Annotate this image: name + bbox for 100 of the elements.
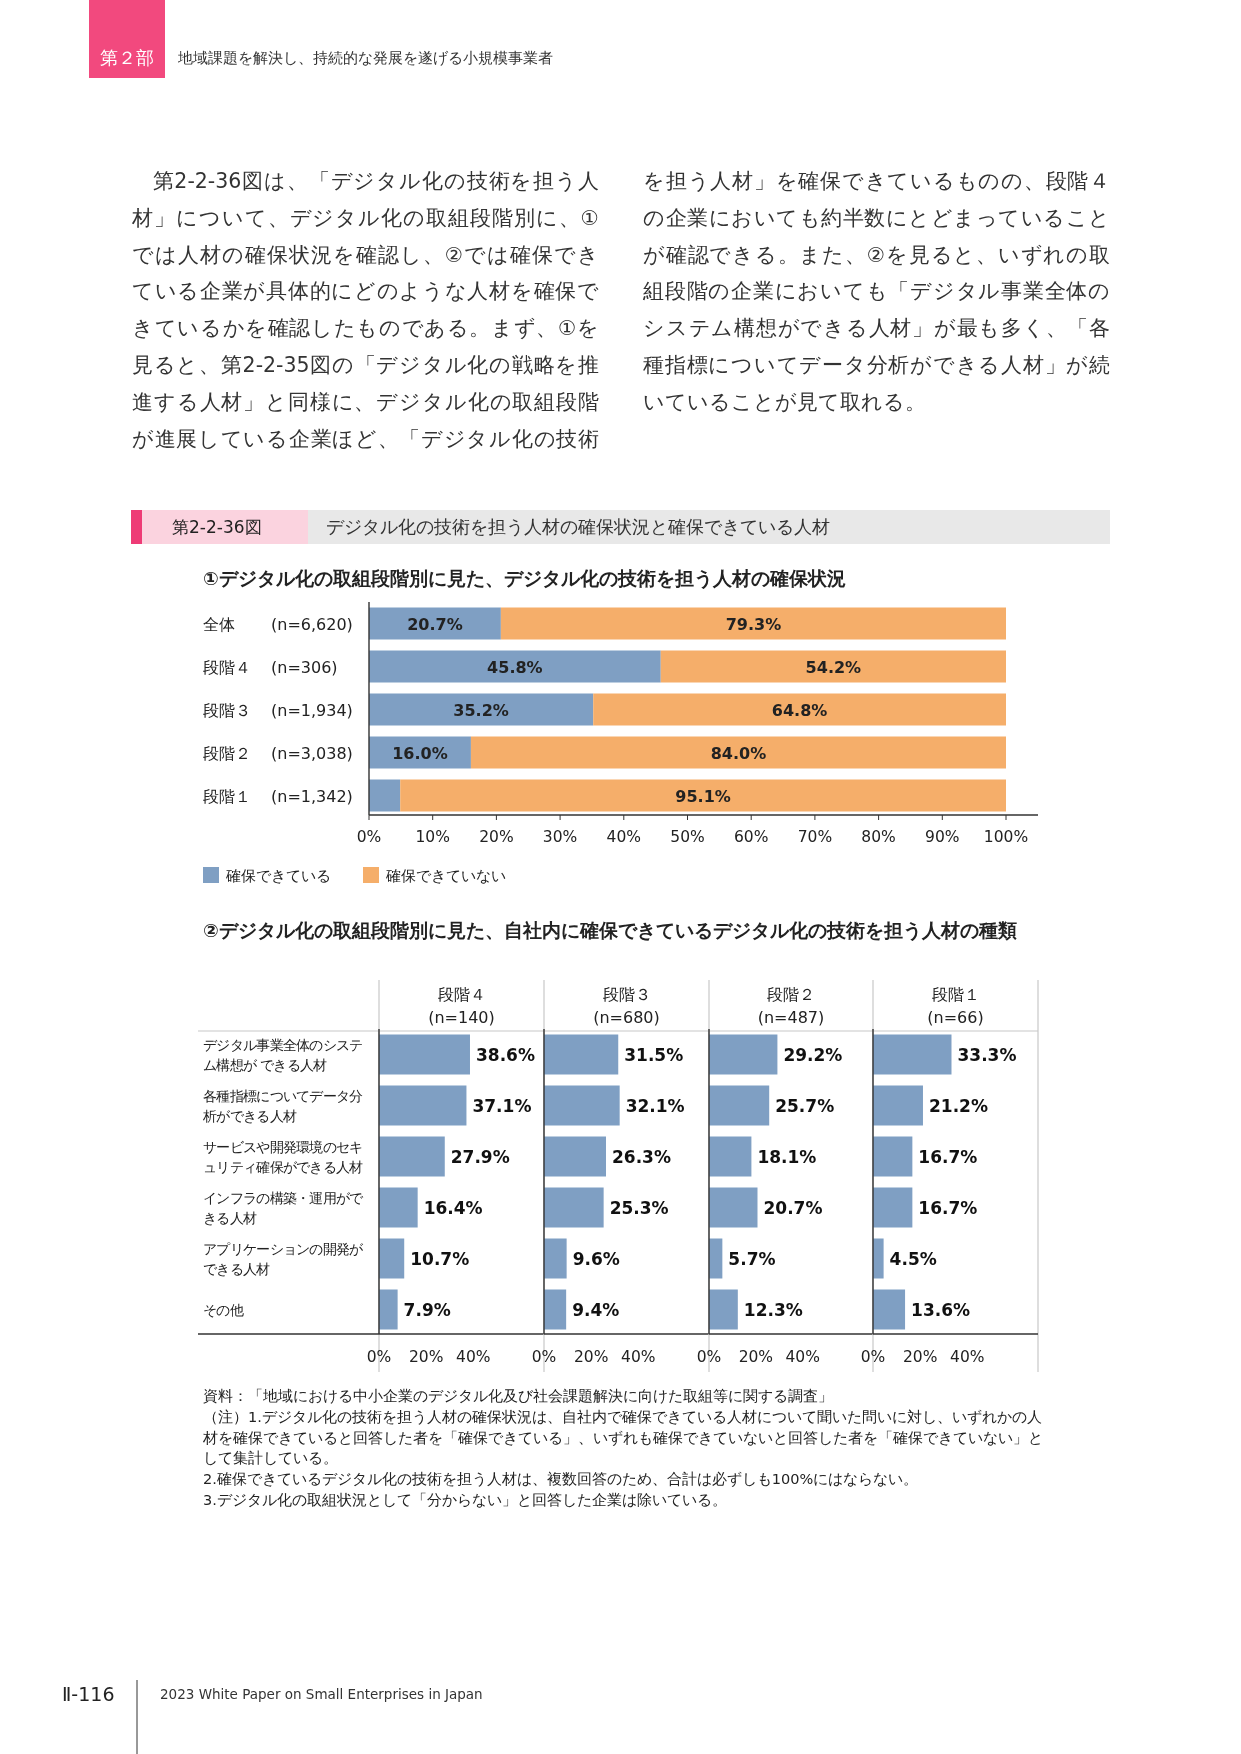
x-tick-label: 0%	[356, 828, 382, 846]
data-label: 64.8%	[771, 700, 828, 720]
data-label: 16.7%	[918, 1197, 978, 1218]
x-tick-label: 40%	[606, 828, 642, 846]
data-label: 12.3%	[743, 1299, 803, 1320]
category-label: 全体 (n=6,620)	[203, 614, 353, 634]
bar	[379, 1238, 405, 1279]
text: 2023 White Paper on Small Enterprises in Japan	[160, 1686, 483, 1702]
bar	[369, 650, 661, 683]
data-label: 35.2%	[453, 700, 509, 720]
x-tick-label: 70%	[797, 828, 833, 846]
legend-label: 確保できていない	[385, 867, 506, 885]
text: Ⅱ-116	[62, 1683, 115, 1705]
bar	[709, 1187, 758, 1228]
category-label: 段階２ (n=3,038)	[203, 743, 353, 763]
x-tick-label: 10%	[415, 828, 450, 846]
bar	[369, 779, 401, 812]
text: 2.確保できているデジタル化の技術を担う人材は、複数回答のため、合計は必ずしも100%にはならない。	[203, 1470, 920, 1489]
data-label: 79.3%	[725, 614, 782, 634]
bar	[379, 1085, 467, 1126]
x-tick-label: 40%	[456, 1348, 491, 1366]
bar	[709, 1238, 723, 1279]
category-label: 段階１ (n=1,342)	[203, 786, 353, 806]
data-label: 95.1%	[675, 786, 731, 806]
data-label: 9.4%	[572, 1299, 620, 1320]
y-tick-label: サービスや開発環境のセキュリティ確保ができる人材	[203, 1137, 364, 1177]
data-label: 16.7%	[918, 1146, 978, 1167]
bar	[544, 1289, 567, 1330]
category-label: 段階３ (n=1,934)	[203, 700, 353, 720]
text: 地域課題を解決し、持続的な発展を遂げる小規模事業者	[177, 49, 553, 67]
text: 第２部	[100, 47, 154, 68]
chart-subtitle: 段階４ (n=140)	[428, 985, 495, 1027]
x-tick-label: 40%	[785, 1348, 820, 1366]
bar	[544, 1136, 606, 1177]
x-tick-label: 30%	[542, 828, 578, 846]
data-label: 18.1%	[757, 1146, 817, 1167]
data-label: 29.2%	[783, 1044, 843, 1065]
bar	[379, 1136, 445, 1177]
chart-title: ①デジタル化の取組段階別に見た、デジタル化の技術を担う人材の確保状況	[203, 567, 847, 591]
data-label: 21.2%	[928, 1095, 988, 1116]
bar	[873, 1136, 913, 1177]
data-label: 20.7%	[407, 614, 463, 634]
bar	[709, 1085, 770, 1126]
data-label: 7.9%	[403, 1299, 451, 1320]
x-tick-label: 0%	[531, 1348, 557, 1366]
bar	[873, 1289, 906, 1330]
y-tick-label: アプリケーションの開発ができる人材	[203, 1239, 364, 1279]
bar	[544, 1085, 620, 1126]
bar	[400, 779, 1006, 812]
text: 3.デジタル化の取組状況として「分からない」と回答した企業は除いている。	[203, 1491, 728, 1510]
bar	[544, 1238, 567, 1279]
bar	[379, 1289, 398, 1330]
category-label: 段階４ (n=306)	[203, 657, 338, 677]
bar	[544, 1034, 619, 1075]
data-label: 10.7%	[410, 1248, 470, 1269]
data-label: 13.6%	[911, 1299, 971, 1320]
text: （注）1.デジタル化の技術を担う人材の確保状況は、自社内で確保できている人材について聞いた問いに対し、いずれかの人材を確保できていると回答した者を「確保できている」、いずれも確保できていないと回答した者を「確保できていない」として集計している。	[203, 1408, 1043, 1468]
chart-subtitle: 段階３ (n=680)	[593, 985, 660, 1027]
x-tick-label: 20%	[408, 1348, 444, 1366]
x-tick-label: 60%	[733, 828, 769, 846]
bar	[873, 1238, 884, 1279]
bar	[500, 607, 1006, 640]
x-tick-label: 20%	[479, 828, 514, 846]
data-label: 16.4%	[423, 1197, 483, 1218]
data-label: 26.3%	[611, 1146, 671, 1167]
x-tick-label: 20%	[738, 1348, 774, 1366]
data-label: 9.6%	[572, 1248, 620, 1269]
data-label: 25.3%	[609, 1197, 669, 1218]
x-tick-label: 20%	[902, 1348, 938, 1366]
x-tick-label: 0%	[696, 1348, 722, 1366]
x-tick-label: 90%	[925, 828, 960, 846]
data-label: 27.9%	[450, 1146, 510, 1167]
x-tick-label: 100%	[983, 828, 1029, 846]
x-tick-label: 40%	[950, 1348, 985, 1366]
y-tick-label: デジタル事業全体のシステム構想が できる人材	[203, 1035, 364, 1075]
x-tick-label: 40%	[621, 1348, 656, 1366]
bar	[660, 650, 1006, 683]
chart-subtitle: 段階１ (n=66)	[927, 985, 984, 1027]
data-label: 4.5%	[889, 1248, 937, 1269]
bar	[369, 607, 501, 640]
text: 資料：「地域における中小企業のデジタル化及び社会課題解決に向けた取組等に関する調査」	[203, 1387, 834, 1406]
x-tick-label: 20%	[573, 1348, 609, 1366]
data-label: 38.6%	[475, 1044, 535, 1065]
text: デジタル化の技術を担う人材の確保状況と確保できている人材	[326, 517, 830, 537]
data-label: 54.2%	[805, 657, 862, 677]
bar	[709, 1136, 752, 1177]
data-label: 25.7%	[775, 1095, 835, 1116]
bar	[873, 1034, 952, 1075]
data-label: 84.0%	[710, 743, 767, 763]
text: 第2-2-36図は、「デジタル化の技術を担う人材」について、デジタル化の取組段階別に、①では人材の確保状況を確認し、②では確保できている企業が具体的にどのような人材を確保できているかを確認したものである。まず、①を見ると、第2-2-35図の「デジタル化の戦略を推進する人材」と同様に、デジタル化の取組段階が進展している企業ほど、「デジタル化の技術を担う人材」を確保できているものの、段階４の企業においても約半数にとどまっていることが確認できる。また、②を見ると、いずれの取組段階の企業においても「デジタル事業全体のシステム構想ができる人材」が最も多く、「各種指標についてデータ分析ができる人材」が続いていることが見て取れる。	[132, 169, 1110, 451]
chart-subtitle: 段階２ (n=487)	[757, 985, 825, 1027]
data-label: 33.3%	[957, 1044, 1017, 1065]
data-label: 32.1%	[625, 1095, 685, 1116]
bar	[593, 693, 1006, 726]
y-tick-label: インフラの構築・運用ができる人材	[203, 1188, 364, 1228]
x-tick-label: 80%	[861, 828, 896, 846]
x-tick-label: 0%	[366, 1348, 392, 1366]
x-tick-label: 50%	[670, 828, 705, 846]
bar	[379, 1187, 418, 1228]
data-label: 16.0%	[392, 743, 448, 763]
